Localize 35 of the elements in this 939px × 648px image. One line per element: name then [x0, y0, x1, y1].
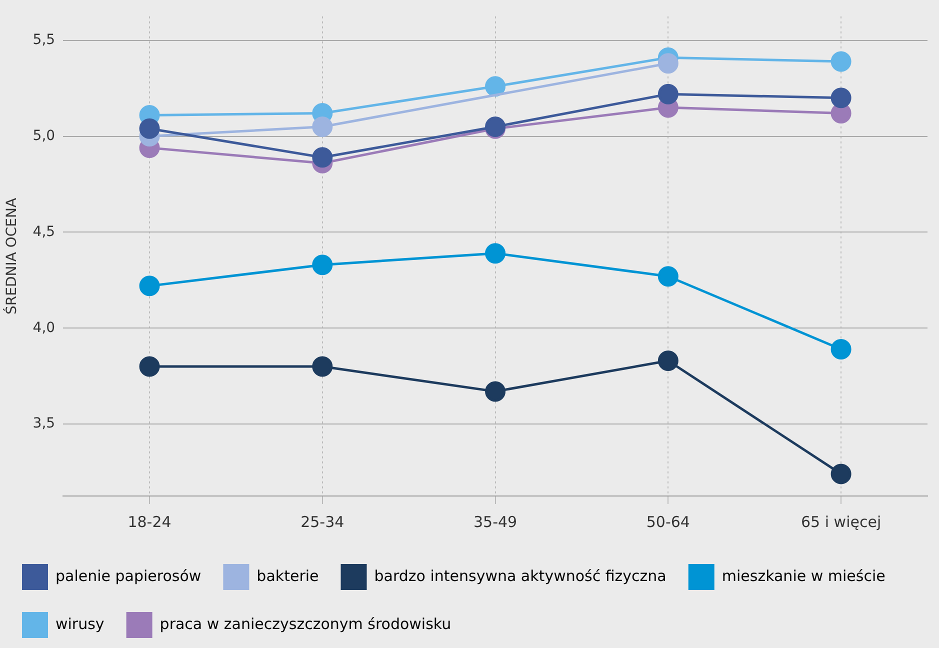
legend-label: palenie papierosów [56, 566, 202, 585]
y-axis-title: ŚREDNIA OCENA [3, 198, 20, 314]
point [830, 464, 852, 484]
legend-label: wirusy [56, 614, 104, 633]
point [312, 356, 333, 377]
x-tick-label: 18-24 [128, 512, 172, 531]
x-tick-label: 65 i więcej [801, 512, 882, 531]
point [658, 53, 678, 74]
x-tick-label: 25-34 [300, 512, 344, 531]
x-tick-label: 35-49 [473, 512, 518, 531]
point [139, 118, 160, 139]
x-tick-label: 50-64 [646, 512, 690, 531]
point [139, 276, 160, 296]
point [312, 254, 333, 276]
point [830, 88, 852, 108]
point [658, 266, 678, 287]
point [312, 147, 333, 168]
legend-label: mieszkanie w mieście [722, 566, 886, 585]
point [485, 381, 506, 402]
y-tick-label: 5,0 [32, 128, 56, 144]
point [485, 76, 506, 97]
point [830, 51, 852, 72]
y-tick-label: 4,5 [32, 224, 56, 240]
point [658, 350, 678, 372]
point [658, 84, 678, 104]
legend-label: bakterie [256, 566, 319, 585]
point [139, 356, 160, 377]
point [485, 243, 506, 264]
point [830, 338, 852, 360]
legend-label: bardzo intensywna aktywność fizyczna [374, 566, 666, 585]
y-tick-label: 5,5 [32, 32, 56, 48]
legend-label: praca w zanieczyszczonym środowisku [160, 614, 452, 633]
point [312, 116, 333, 137]
y-tick-label: 4,0 [32, 320, 56, 336]
y-tick-label: 3,5 [32, 416, 56, 432]
